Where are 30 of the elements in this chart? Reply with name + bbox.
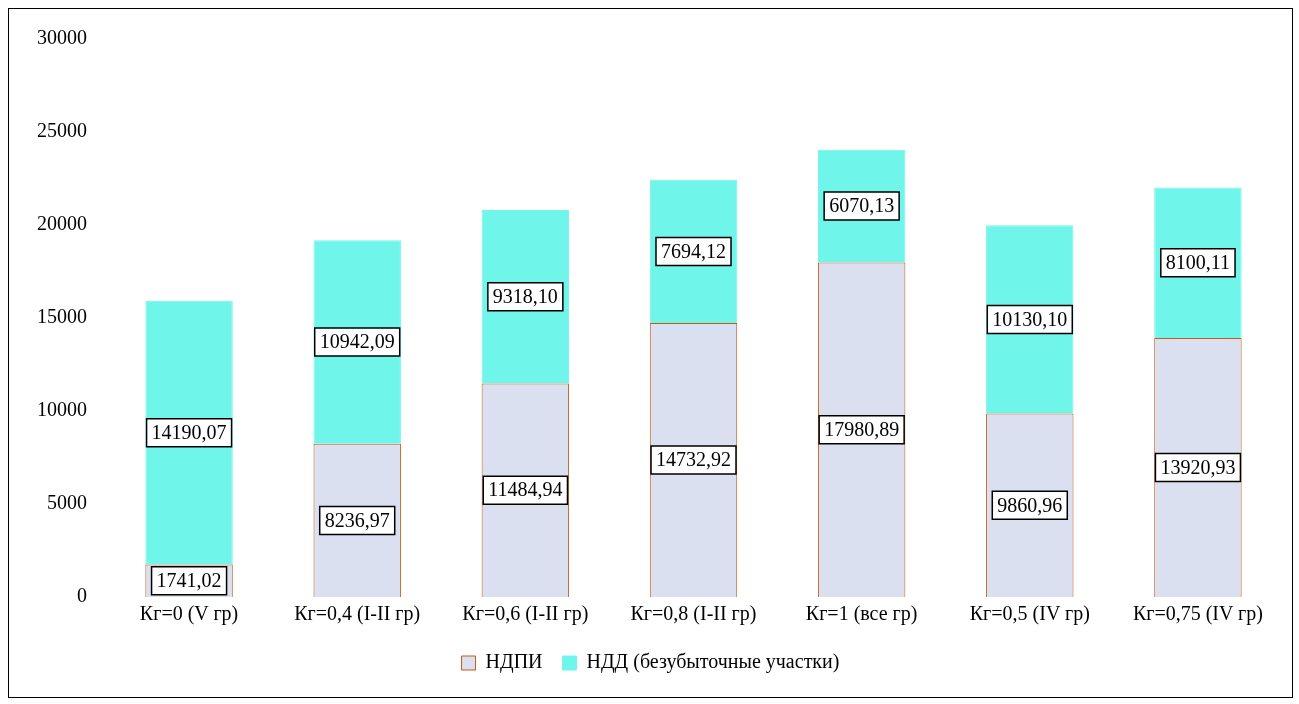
legend-label: НДД (безубыточные участки) [586, 650, 840, 674]
data-label: 11484,94 [488, 478, 563, 501]
y-tick-label: 5000 [47, 491, 87, 514]
x-tick-label: Кг=0,75 (IV гр) [1132, 602, 1263, 626]
data-label: 7694,12 [661, 239, 726, 262]
data-label: 6070,13 [829, 194, 895, 217]
y-tick-label: 15000 [37, 305, 87, 328]
x-tick-label: Кг=0,8 (I-II гр) [630, 602, 757, 626]
x-tick-label: Кг=1 (все гр) [805, 602, 918, 626]
data-label: 10942,09 [319, 330, 395, 353]
legend-label: НДПИ [485, 650, 543, 674]
data-label: 10130,10 [992, 307, 1068, 330]
data-label: 14732,92 [656, 448, 731, 471]
data-label: 1741,02 [156, 569, 222, 592]
y-tick-label: 25000 [37, 119, 87, 142]
data-label: 8236,97 [324, 508, 390, 531]
x-tick-label: Кг=0,4 (I-II гр) [294, 602, 421, 626]
y-tick-label: 0 [77, 584, 87, 607]
data-label: 13920,93 [1160, 455, 1236, 478]
y-tick-label: 30000 [37, 26, 87, 49]
y-tick-label: 20000 [37, 212, 87, 235]
y-tick-label: 10000 [37, 398, 87, 421]
x-tick-label: Кг=0,5 (IV гр) [969, 602, 1090, 626]
data-label: 14190,07 [151, 420, 227, 443]
data-label: 9318,10 [492, 284, 558, 307]
x-tick-label: Кг=0,6 (I-II гр) [462, 602, 589, 626]
data-label: 8100,11 [1165, 250, 1231, 273]
data-label: 9860,96 [997, 493, 1063, 516]
x-tick-label: Кг=0 (V гр) [139, 602, 239, 626]
data-label: 17980,89 [824, 418, 900, 441]
